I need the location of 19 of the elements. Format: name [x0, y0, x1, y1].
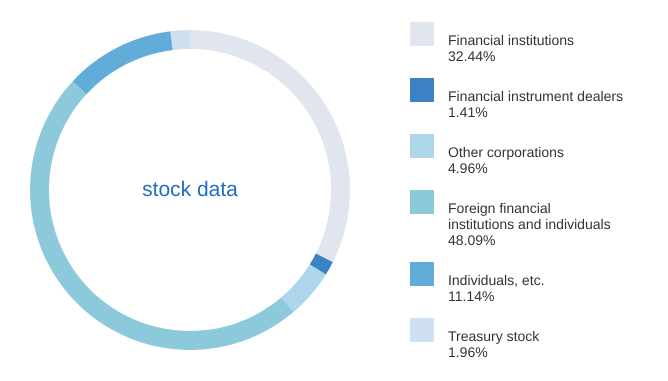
- legend-label: Other corporations: [448, 144, 564, 160]
- donut-slice: [30, 81, 294, 350]
- data-label: 48.09%: [448, 232, 496, 248]
- donut-slice: [72, 31, 173, 94]
- data-label: 32.44%: [448, 48, 496, 64]
- donut-slice: [281, 264, 326, 312]
- legend-label: Treasury stock: [448, 328, 540, 344]
- donut-slice: [190, 30, 350, 262]
- data-label: 1.96%: [448, 344, 488, 360]
- legend-label: Financial instrument dealers: [448, 88, 624, 104]
- donut-slice: [170, 30, 190, 50]
- legend-label: Foreign financial institutions and individuals: [448, 200, 611, 232]
- legend-label: Individuals, etc.: [448, 272, 544, 288]
- legend-label: Financial institutions: [448, 32, 574, 48]
- data-label: 11.14%: [448, 288, 494, 304]
- data-label: 4.96%: [448, 160, 488, 176]
- donut-slice: [310, 254, 333, 274]
- text: stock data: [142, 178, 238, 201]
- data-label: 1.41%: [448, 104, 488, 120]
